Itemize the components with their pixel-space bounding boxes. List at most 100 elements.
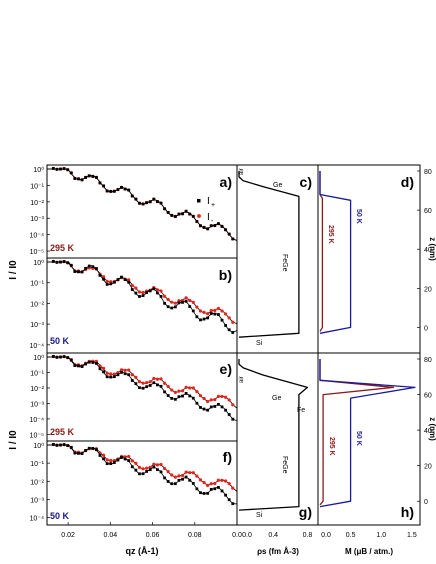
data-point-i-minus xyxy=(137,465,142,470)
data-point-i-plus xyxy=(77,451,80,455)
data-point-i-plus xyxy=(217,486,220,489)
data-point-i-plus xyxy=(217,313,220,316)
data-point-i-plus xyxy=(120,185,123,189)
data-point-i-minus xyxy=(159,289,163,293)
data-point-i-plus xyxy=(69,263,73,267)
y-tick-label: 10⁰ xyxy=(33,259,44,267)
data-point-i-minus xyxy=(191,300,195,304)
data-point-i-plus xyxy=(55,167,59,171)
panel-letter: c) xyxy=(300,174,312,190)
data-point-i-minus xyxy=(224,312,228,316)
data-point-i-minus xyxy=(206,399,210,404)
z-tick-label: 0 xyxy=(424,499,428,506)
data-point-i-plus xyxy=(177,395,181,399)
data-point-i-minus xyxy=(209,482,213,486)
data-point-i-plus xyxy=(87,360,91,364)
data-point-i-plus xyxy=(177,212,181,216)
x-tick-label: 0.0 xyxy=(321,532,331,539)
data-point-i-plus xyxy=(141,472,145,476)
layer-label: Fe xyxy=(297,407,305,414)
layer-label: air xyxy=(239,376,245,383)
data-point-i-plus xyxy=(73,270,77,273)
data-point-i-plus xyxy=(173,397,177,401)
data-point-i-plus xyxy=(69,358,73,362)
y-tick-label: 10⁻⁵ xyxy=(30,432,44,439)
data-point-i-plus xyxy=(98,181,102,185)
z-axis-title: z (nm) xyxy=(428,417,436,441)
y-tick-label: 10⁻³ xyxy=(30,216,44,223)
data-point-i-plus xyxy=(206,491,210,495)
magnetization-panel-frame xyxy=(317,164,421,354)
data-point-i-plus xyxy=(152,465,156,469)
data-point-i-plus xyxy=(69,446,73,449)
x-tick-label: 0.4 xyxy=(268,532,278,539)
data-point-i-plus xyxy=(217,402,220,406)
data-point-i-plus xyxy=(173,215,177,218)
data-point-i-plus xyxy=(156,200,159,204)
data-point-i-plus xyxy=(91,174,95,178)
y-tick-label: 10⁻⁵ xyxy=(30,249,44,256)
data-point-i-plus xyxy=(66,168,70,172)
data-point-i-plus xyxy=(98,367,102,371)
profile-curve xyxy=(238,171,300,338)
data-point-i-plus xyxy=(73,451,77,455)
data-point-i-plus xyxy=(120,275,123,279)
data-point-i-minus xyxy=(177,389,181,393)
data-point-i-minus xyxy=(177,474,181,478)
data-point-i-minus xyxy=(231,486,235,490)
data-point-i-minus xyxy=(145,466,149,470)
data-point-i-plus xyxy=(59,167,62,171)
data-point-i-plus xyxy=(224,493,227,497)
data-point-i-plus xyxy=(202,407,206,411)
data-point-i-plus xyxy=(66,261,70,265)
profile-curve xyxy=(238,359,309,511)
y-tick-label: 10⁻⁴ xyxy=(30,516,45,523)
data-point-i-minus xyxy=(127,368,131,372)
panel-letter: d) xyxy=(401,174,414,190)
data-point-i-plus xyxy=(138,472,141,476)
data-point-i-minus xyxy=(134,375,138,379)
data-point-i-minus xyxy=(137,290,142,294)
data-point-i-plus xyxy=(51,260,55,263)
data-point-i-plus xyxy=(66,356,70,360)
data-point-i-minus xyxy=(141,290,145,295)
data-point-i-plus xyxy=(227,498,231,502)
data-point-i-plus xyxy=(199,491,202,495)
x-tick-label: 0.0 xyxy=(232,532,242,539)
data-point-i-plus xyxy=(156,291,159,295)
data-point-i-plus xyxy=(55,443,59,447)
data-point-i-plus xyxy=(87,264,91,268)
data-point-i-plus xyxy=(220,224,224,228)
panel-frames xyxy=(46,164,421,526)
data-point-i-plus xyxy=(213,312,217,316)
data-point-i-minus xyxy=(101,453,106,457)
data-point-i-plus xyxy=(170,213,174,217)
data-point-i-plus xyxy=(173,482,177,486)
data-point-i-minus xyxy=(220,309,224,313)
data-point-i-plus xyxy=(213,487,217,491)
data-point-i-minus xyxy=(173,301,177,305)
data-point-i-plus xyxy=(209,405,213,409)
data-point-i-plus xyxy=(152,381,156,385)
temperature-label: 50 K xyxy=(50,336,70,346)
y-tick-label: 10⁻⁴ xyxy=(30,343,45,350)
data-point-i-minus xyxy=(231,320,235,324)
data-point-i-minus xyxy=(198,309,203,313)
data-point-i-plus xyxy=(138,295,141,298)
data-point-i-minus xyxy=(127,278,131,282)
data-point-i-minus xyxy=(162,294,167,298)
layer-label: Ge xyxy=(272,395,281,402)
data-point-i-plus xyxy=(231,502,235,506)
data-point-i-plus xyxy=(188,394,192,398)
data-point-i-minus xyxy=(137,380,142,384)
data-point-i-plus xyxy=(206,316,210,320)
legend-marker-i-plus xyxy=(197,199,201,203)
data-point-i-plus xyxy=(102,457,105,461)
data-point-i-plus xyxy=(148,289,152,293)
y-tick-label: 10⁻² xyxy=(30,479,44,486)
data-point-i-plus xyxy=(123,278,127,282)
data-point-i-plus xyxy=(202,491,206,495)
data-point-i-plus xyxy=(109,282,113,286)
data-point-i-plus xyxy=(145,291,149,294)
x-tick-label: 0.02 xyxy=(61,532,75,539)
